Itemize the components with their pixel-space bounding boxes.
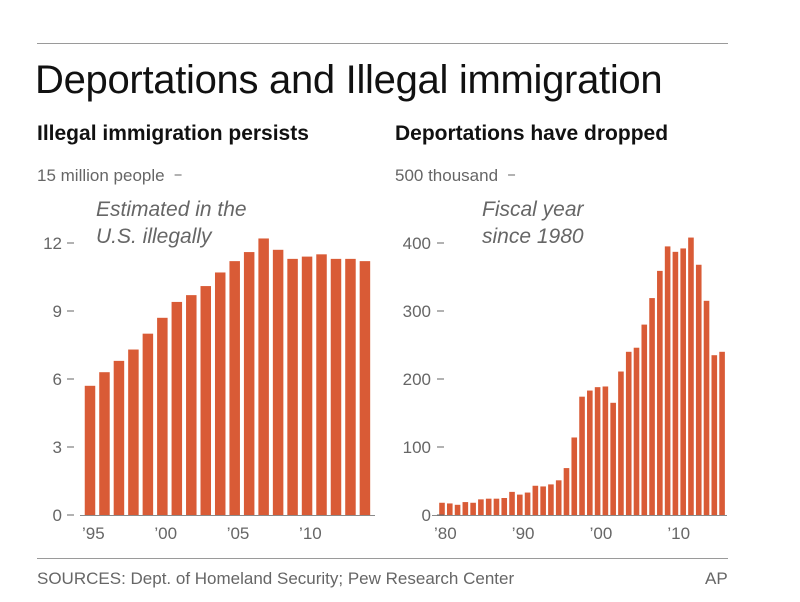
left-bar-1999 — [142, 333, 154, 515]
left-xtick-label-2000: ’00 — [154, 524, 177, 543]
right-bar-2002 — [610, 402, 616, 515]
left-bar-2003 — [200, 286, 212, 515]
left-bar-2009 — [287, 258, 298, 515]
right-bar-2012 — [688, 237, 694, 515]
right-xtick-label-1980: ’80 — [434, 524, 457, 543]
right-bar-1985 — [478, 499, 484, 515]
right-bar-1988 — [501, 498, 508, 515]
right-bar-2000 — [594, 387, 601, 515]
left-bar-2013 — [345, 258, 356, 515]
right-bar-2013 — [695, 264, 702, 515]
left-bar-1998 — [128, 349, 139, 515]
left-bar-2004 — [214, 272, 226, 515]
right-bar-2003 — [618, 371, 624, 515]
left-bar-2006 — [243, 252, 255, 515]
right-bar-2005 — [633, 347, 640, 515]
page-title: Deportations and Illegal immigration — [35, 58, 663, 102]
left-xtick-label-2005: ’05 — [227, 524, 250, 543]
right-bar-1980 — [439, 502, 445, 515]
left-bar-1996 — [99, 372, 110, 515]
left-bar-2014 — [359, 261, 371, 515]
left-annotation-line-2: U.S. illegally — [96, 225, 213, 248]
right-bar-1993 — [540, 486, 546, 515]
right-bar-1994 — [548, 484, 554, 515]
right-ytick-label-200: 200 — [403, 370, 431, 389]
right-annotation-line-2: since 1980 — [482, 225, 584, 248]
right-bar-1997 — [571, 437, 578, 515]
right-bar-1984 — [470, 502, 476, 515]
right-bar-1987 — [493, 498, 500, 515]
right-bar-1986 — [485, 498, 492, 515]
right-ytick-label-100: 100 — [403, 438, 431, 457]
right-xtick-label-2010: ’10 — [667, 524, 690, 543]
left-ytick-label-3: 3 — [53, 438, 62, 457]
right-bar-2010 — [672, 251, 679, 515]
right-bar-1999 — [587, 390, 593, 515]
right-bar-2009 — [664, 246, 671, 515]
right-xtick-label-2000: ’00 — [590, 524, 613, 543]
right-bar-2007 — [649, 298, 655, 515]
right-bar-1989 — [509, 491, 515, 515]
right-bar-1981 — [446, 503, 453, 515]
right-bar-2014 — [703, 300, 710, 515]
right-bar-1990 — [517, 494, 523, 515]
left-bar-1995 — [84, 385, 96, 515]
chart-right: 0 100 200 300 400 500 thousand ’80 ’90 ’00 ’10 Fis… — [395, 166, 727, 543]
left-bar-2005 — [229, 261, 240, 515]
right-bar-2001 — [602, 386, 609, 515]
left-bar-2011 — [316, 254, 327, 515]
left-ytop-label: 15 million people — [37, 166, 165, 185]
left-bar-2000 — [157, 317, 168, 515]
right-ytop-label: 500 thousand — [395, 166, 498, 185]
left-xtick-label-1995: ’95 — [82, 524, 105, 543]
left-bar-2012 — [330, 258, 342, 515]
right-ytick-label-400: 400 — [403, 234, 431, 253]
left-ytick-label-12: 12 — [43, 234, 62, 253]
left-bar-1997 — [113, 360, 125, 515]
left-bar-2001 — [171, 301, 183, 515]
right-ytick-label-0: 0 — [422, 506, 431, 525]
right-bar-2016 — [719, 351, 725, 515]
left-bar-2002 — [186, 295, 197, 515]
right-bar-1998 — [579, 396, 585, 515]
right-chart-title: Deportations have dropped — [395, 122, 669, 145]
right-annotation-line-1: Fiscal year — [482, 198, 585, 221]
right-ytick-label-300: 300 — [403, 302, 431, 321]
right-bar-2004 — [625, 351, 632, 515]
top-rule — [37, 43, 728, 44]
right-bar-1995 — [555, 480, 562, 515]
left-ytick-label-9: 9 — [53, 302, 62, 321]
left-chart-title: Illegal immigration persists — [37, 122, 309, 145]
left-ytick-label-6: 6 — [53, 370, 62, 389]
right-bar-2015 — [711, 355, 718, 515]
right-bar-2006 — [641, 324, 648, 515]
right-xtick-label-1990: ’90 — [512, 524, 535, 543]
bottom-rule — [37, 558, 728, 559]
right-bar-1996 — [563, 468, 570, 515]
right-bar-1992 — [532, 485, 539, 515]
left-bar-2010 — [301, 256, 313, 515]
right-bar-1982 — [454, 504, 461, 515]
right-bar-1983 — [462, 502, 469, 515]
sources-note: SOURCES: Dept. of Homeland Security; Pew… — [37, 569, 515, 588]
left-xtick-label-2010: ’10 — [299, 524, 322, 543]
left-ytick-label-0: 0 — [53, 506, 62, 525]
left-bar-2008 — [272, 249, 284, 516]
right-bar-1991 — [524, 492, 531, 515]
left-annotation-line-1: Estimated in the — [96, 198, 247, 221]
credit-label: AP — [705, 569, 728, 588]
chart-left: 0 3 6 9 12 15 million people ’95 ’00 ’05 ’10 Estim… — [37, 166, 375, 543]
right-bar-2011 — [680, 248, 686, 515]
left-bar-2007 — [258, 238, 269, 515]
right-bar-2008 — [657, 270, 663, 515]
